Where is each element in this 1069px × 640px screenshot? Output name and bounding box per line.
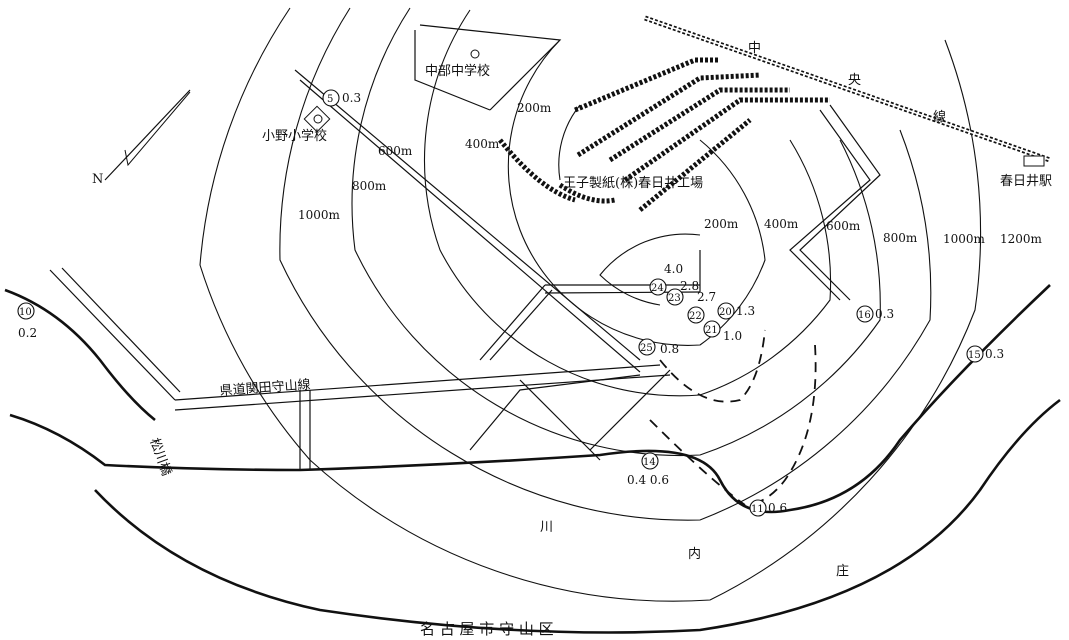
ring-label-400m: 400m (465, 137, 500, 151)
north-arrow: N (92, 89, 191, 187)
point-id: 11 (751, 504, 764, 515)
point-id: 21 (705, 325, 718, 336)
ring-label-600m-b: 600m (826, 219, 861, 233)
station-label: 春日井駅 (1000, 174, 1052, 189)
point-value: 1.0 (723, 329, 742, 343)
point-id: 10 (19, 307, 32, 318)
railway-char-3: 線 (933, 109, 946, 125)
ring-600m (423, 9, 832, 397)
ring-200m (558, 104, 581, 181)
ring-label-1000m: 1000m (298, 208, 341, 222)
point-marker (649, 278, 667, 296)
point-marker (717, 302, 735, 320)
schools (303, 49, 480, 133)
river-char-3: 庄 (836, 563, 849, 579)
point-marker (966, 345, 984, 363)
point-id: 20 (719, 307, 732, 318)
ring-label-800m: 800m (352, 179, 387, 193)
river (4, 284, 1061, 634)
bridge-label: 松川橋 (146, 436, 173, 478)
point-value-extra: 4.0 (664, 262, 683, 276)
point-marker (641, 452, 659, 470)
point-marker (638, 338, 656, 356)
ring-label-800m-b: 800m (883, 231, 918, 245)
ring-labels-lower: 200m 400m 600m 800m 1000m 1200m (704, 217, 1043, 246)
school-ono-label: 小野小学校 (262, 128, 327, 144)
point-value: 0.4 0.6 (627, 473, 669, 487)
point-value: 1.3 (736, 304, 755, 318)
point-value: 0.6 (768, 501, 787, 515)
point-value: 0.8 (660, 342, 679, 356)
ring-label-600m: 600m (378, 144, 413, 158)
point-id: 23 (668, 293, 681, 304)
ring-200m-lower (599, 233, 701, 306)
ring-label-1200m-b: 1200m (1000, 232, 1043, 246)
point-value: 0.3 (985, 347, 1004, 361)
measurement-points: 5 0.3 10 0.2 4.0 24 2.8 23 2.7 22 20 1.3… (17, 89, 1004, 517)
railway-char-2: 央 (848, 73, 861, 88)
ring-400m (507, 39, 766, 346)
point-marker (666, 288, 684, 306)
district-caption: 名 古 屋 市 守 山 区 (420, 620, 554, 638)
point-id: 25 (640, 343, 653, 354)
point-id: 16 (858, 310, 871, 321)
point-id: 14 (643, 457, 656, 468)
dashed-lines (649, 329, 817, 506)
point-id: 24 (651, 283, 664, 294)
point-value: 2.8 (680, 279, 699, 293)
point-marker (703, 320, 721, 338)
distance-rings (199, 7, 982, 602)
point-value: 2.7 (697, 290, 716, 304)
prefectural-road-label: 県道関田守山線 (219, 377, 311, 399)
ring-label-400m-b: 400m (764, 217, 799, 231)
point-id: 15 (968, 350, 981, 361)
roads (49, 24, 881, 470)
point-marker (687, 306, 705, 324)
river-char-1: 川 (540, 520, 553, 535)
point-id: 5 (327, 94, 333, 105)
ring-label-1000m-b: 1000m (943, 232, 986, 246)
school-chubu-label: 中部中学校 (425, 63, 490, 79)
place-labels: 中部中学校 小野小学校 王子製紙(株)春日井工場 春日井駅 中 央 線 県道関田… (146, 41, 1052, 638)
railway-char-1: 中 (748, 41, 761, 56)
ring-1200m (199, 7, 982, 602)
north-label: N (92, 172, 103, 187)
point-value: 0.2 (18, 326, 37, 340)
ring-label-200m-b: 200m (704, 217, 739, 231)
point-marker (17, 302, 35, 320)
ring-800m (351, 7, 881, 457)
river-char-2: 内 (688, 546, 701, 562)
ring-labels-upper: 200m 400m 600m 800m 1000m (298, 101, 552, 222)
point-marker (322, 89, 340, 107)
factory-label: 王子製紙(株)春日井工場 (563, 176, 703, 191)
point-marker (749, 499, 767, 517)
point-id: 22 (689, 311, 702, 322)
ring-label-200m: 200m (517, 101, 552, 115)
ring-1000m (279, 7, 932, 521)
station-icon (1023, 155, 1045, 167)
point-marker (856, 305, 874, 323)
point-value: 0.3 (342, 91, 361, 105)
railway (498, 15, 1051, 212)
point-value: 0.3 (875, 307, 894, 321)
